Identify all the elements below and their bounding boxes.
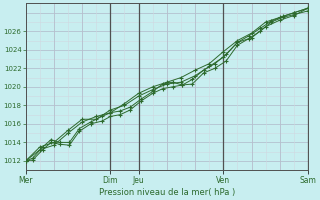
- X-axis label: Pression niveau de la mer( hPa ): Pression niveau de la mer( hPa ): [99, 188, 235, 197]
